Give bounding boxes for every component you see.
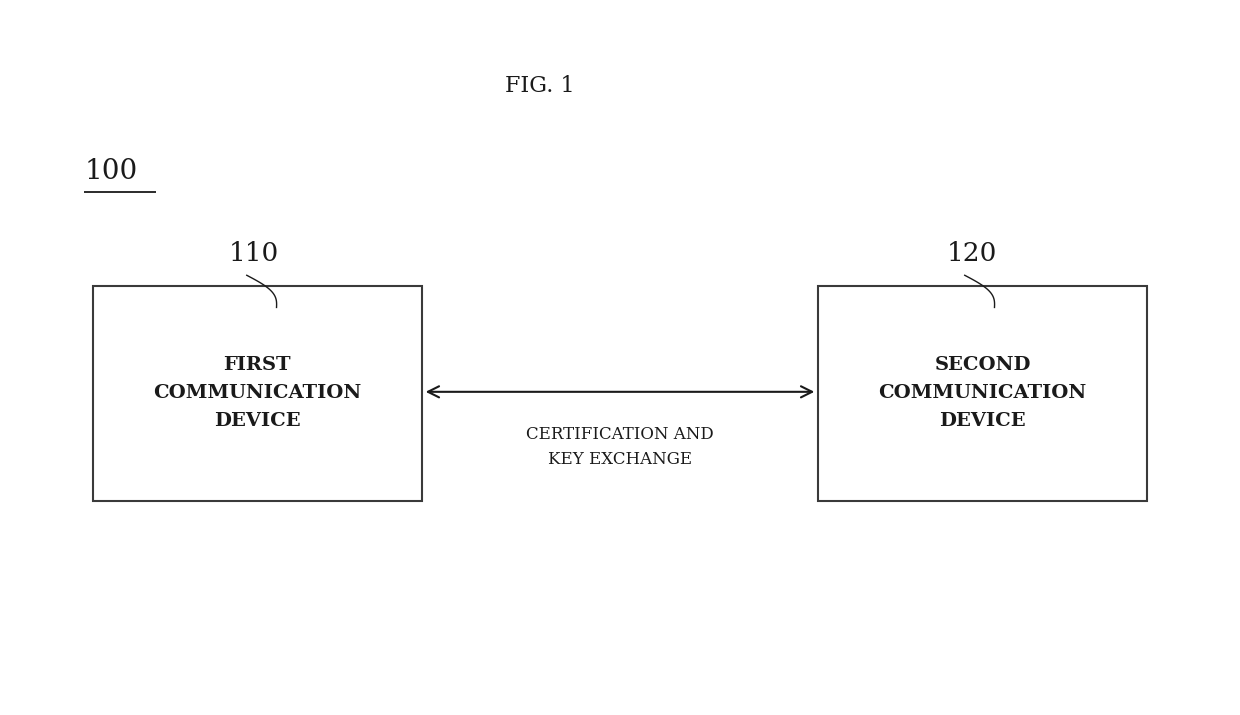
Text: 120: 120 [947,242,997,266]
Text: FIG. 1: FIG. 1 [505,75,574,97]
Text: FIRST
COMMUNICATION
DEVICE: FIRST COMMUNICATION DEVICE [154,357,361,430]
Text: SECOND
COMMUNICATION
DEVICE: SECOND COMMUNICATION DEVICE [879,357,1086,430]
Text: 110: 110 [229,242,279,266]
Bar [93,286,422,500]
Text: 100: 100 [84,158,138,185]
Bar [818,286,1147,500]
Text: CERTIFICATION AND
KEY EXCHANGE: CERTIFICATION AND KEY EXCHANGE [526,426,714,468]
